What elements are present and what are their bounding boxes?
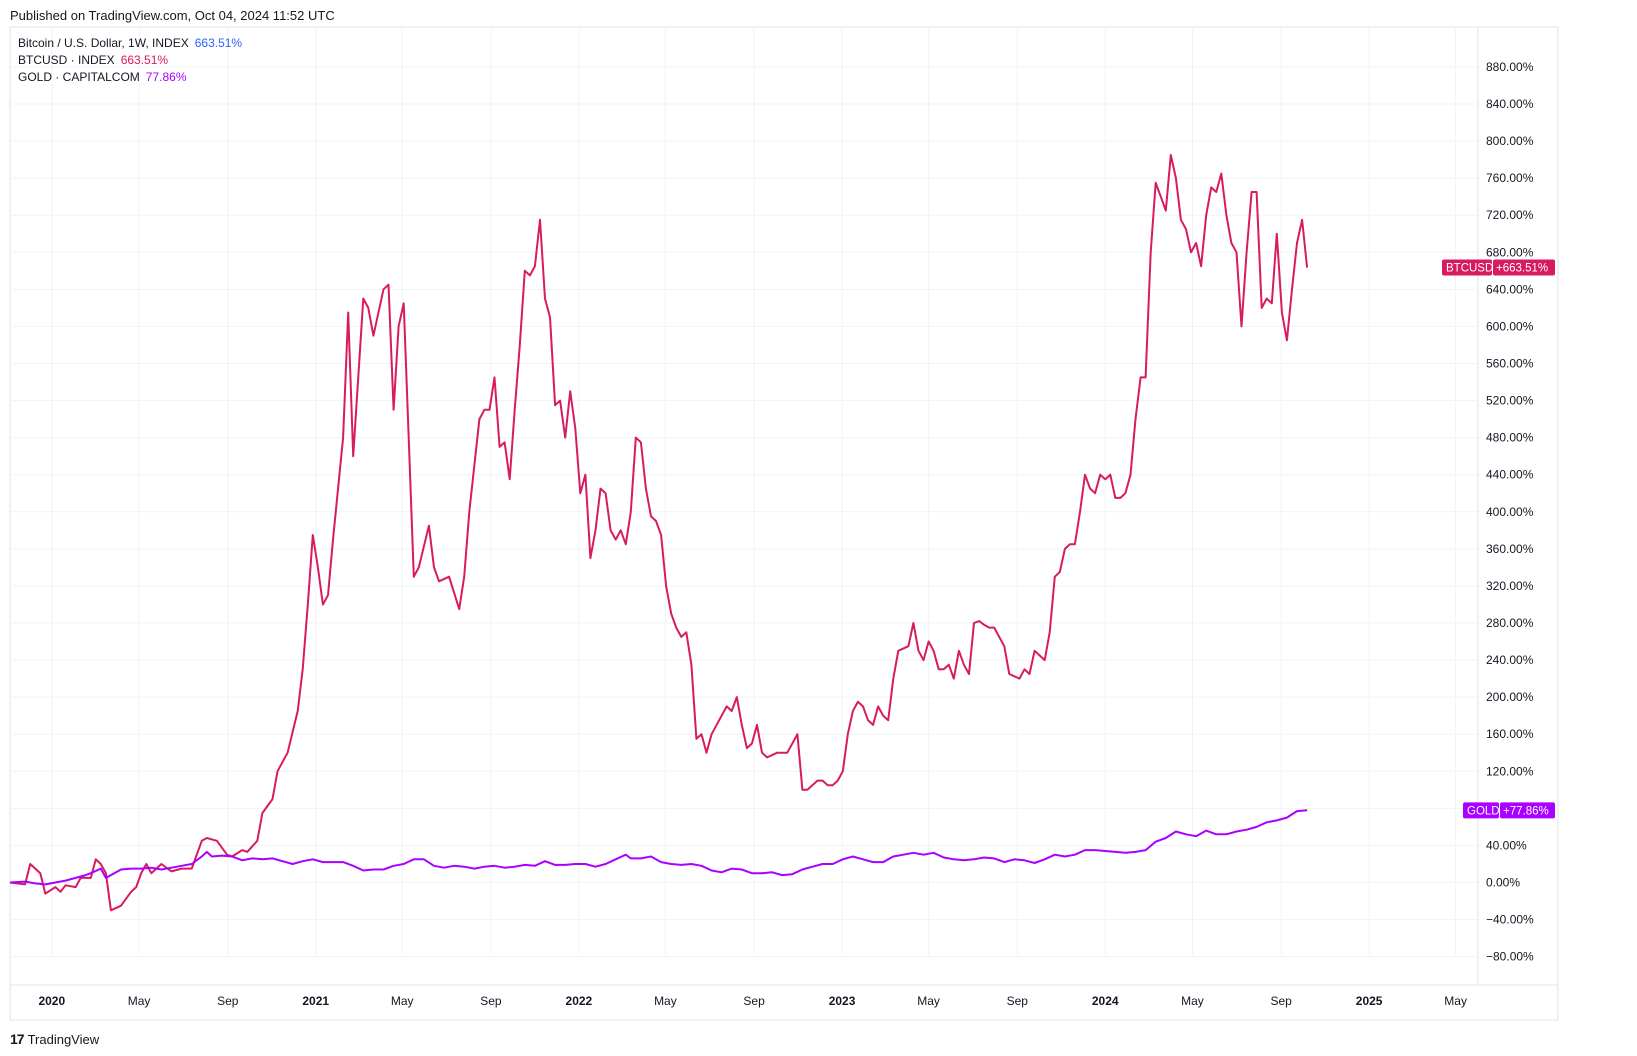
x-tick-label: Sep (1007, 994, 1029, 1008)
price-badge-btcusd: BTCUSD +663.51% (1442, 259, 1555, 276)
y-tick-label: 280.00% (1486, 616, 1534, 630)
tradingview-logo-icon: 17 (10, 1031, 25, 1047)
y-tick-label: 520.00% (1486, 394, 1534, 408)
x-tick-label: 2024 (1092, 994, 1119, 1008)
x-tick-label: Sep (1270, 994, 1292, 1008)
y-tick-label: 680.00% (1486, 245, 1534, 259)
badge-name-bg (1442, 259, 1492, 276)
x-tick-label: 2023 (829, 994, 856, 1008)
x-tick-label: 2022 (566, 994, 593, 1008)
y-tick-label: 840.00% (1486, 97, 1534, 111)
y-tick-label: 160.00% (1486, 727, 1534, 741)
x-tick-label: 2021 (302, 994, 329, 1008)
y-tick-label: 440.00% (1486, 468, 1534, 482)
y-tick-label: 40.00% (1486, 838, 1527, 852)
legend-value-gold: 77.86% (145, 70, 187, 84)
y-tick-label: 800.00% (1486, 134, 1534, 148)
y-tick-label: −80.00% (1486, 950, 1534, 964)
footer-branding: 17 TradingView (10, 1031, 99, 1047)
y-tick-label: 240.00% (1486, 653, 1534, 667)
badge-name-text: GOLD (1467, 805, 1500, 817)
y-tick-label: 720.00% (1486, 208, 1534, 222)
x-tick-label: May (917, 994, 940, 1008)
y-tick-label: 600.00% (1486, 319, 1534, 333)
x-tick-label: 2025 (1356, 994, 1383, 1008)
legend-row-btcusd[interactable]: BTCUSD · INDEX 663.51% (18, 52, 242, 69)
x-tick-label: Sep (217, 994, 239, 1008)
legend-row-gold[interactable]: GOLD · CAPITALCOM 77.86% (18, 69, 242, 86)
x-tick-label: May (654, 994, 677, 1008)
price-badge-gold: GOLD +77.86% (1463, 802, 1555, 819)
x-tick-label: Sep (480, 994, 502, 1008)
legend-label-main: Bitcoin / U.S. Dollar, 1W, INDEX (18, 36, 189, 50)
plot-frame (9, 26, 1559, 1021)
badge-value-text: +77.86% (1503, 805, 1549, 817)
y-tick-label: 360.00% (1486, 542, 1534, 556)
y-tick-label: 480.00% (1486, 431, 1534, 445)
y-tick-label: 200.00% (1486, 690, 1534, 704)
x-tick-label: Sep (743, 994, 765, 1008)
y-tick-label: 560.00% (1486, 356, 1534, 370)
legend-label-btcusd: BTCUSD · INDEX (18, 53, 115, 67)
y-tick-label: 400.00% (1486, 505, 1534, 519)
y-tick-label: 880.00% (1486, 60, 1534, 74)
x-tick-label: May (1444, 994, 1467, 1008)
series-line-gold[interactable] (9, 809, 1308, 886)
badge-name-text: BTCUSD (1446, 263, 1493, 275)
x-tick-label: May (1181, 994, 1204, 1008)
legend-row-main[interactable]: Bitcoin / U.S. Dollar, 1W, INDEX 663.51% (18, 35, 242, 52)
chart-legend: Bitcoin / U.S. Dollar, 1W, INDEX 663.51% … (18, 35, 242, 86)
y-tick-label: 0.00% (1486, 876, 1520, 890)
x-tick-label: May (128, 994, 151, 1008)
badge-value-bg (1493, 259, 1555, 276)
legend-label-gold: GOLD · CAPITALCOM (18, 70, 140, 84)
badge-value-text: +663.51% (1496, 263, 1548, 275)
x-tick-label: 2020 (38, 994, 65, 1008)
legend-value-main: 663.51% (194, 36, 243, 50)
footer-brand-text: TradingView (27, 1031, 100, 1047)
x-tick-label: May (391, 994, 414, 1008)
y-tick-label: 120.00% (1486, 764, 1534, 778)
y-tick-label: 320.00% (1486, 579, 1534, 593)
legend-value-btcusd: 663.51% (120, 53, 169, 67)
badge-value-bg (1500, 802, 1555, 819)
published-caption: Published on TradingView.com, Oct 04, 20… (10, 8, 335, 23)
badge-name-bg (1463, 802, 1499, 819)
y-tick-label: 640.00% (1486, 282, 1534, 296)
y-tick-label: −40.00% (1486, 913, 1534, 927)
y-tick-label: 760.00% (1486, 171, 1534, 185)
series-line-btcusd[interactable] (9, 154, 1309, 912)
